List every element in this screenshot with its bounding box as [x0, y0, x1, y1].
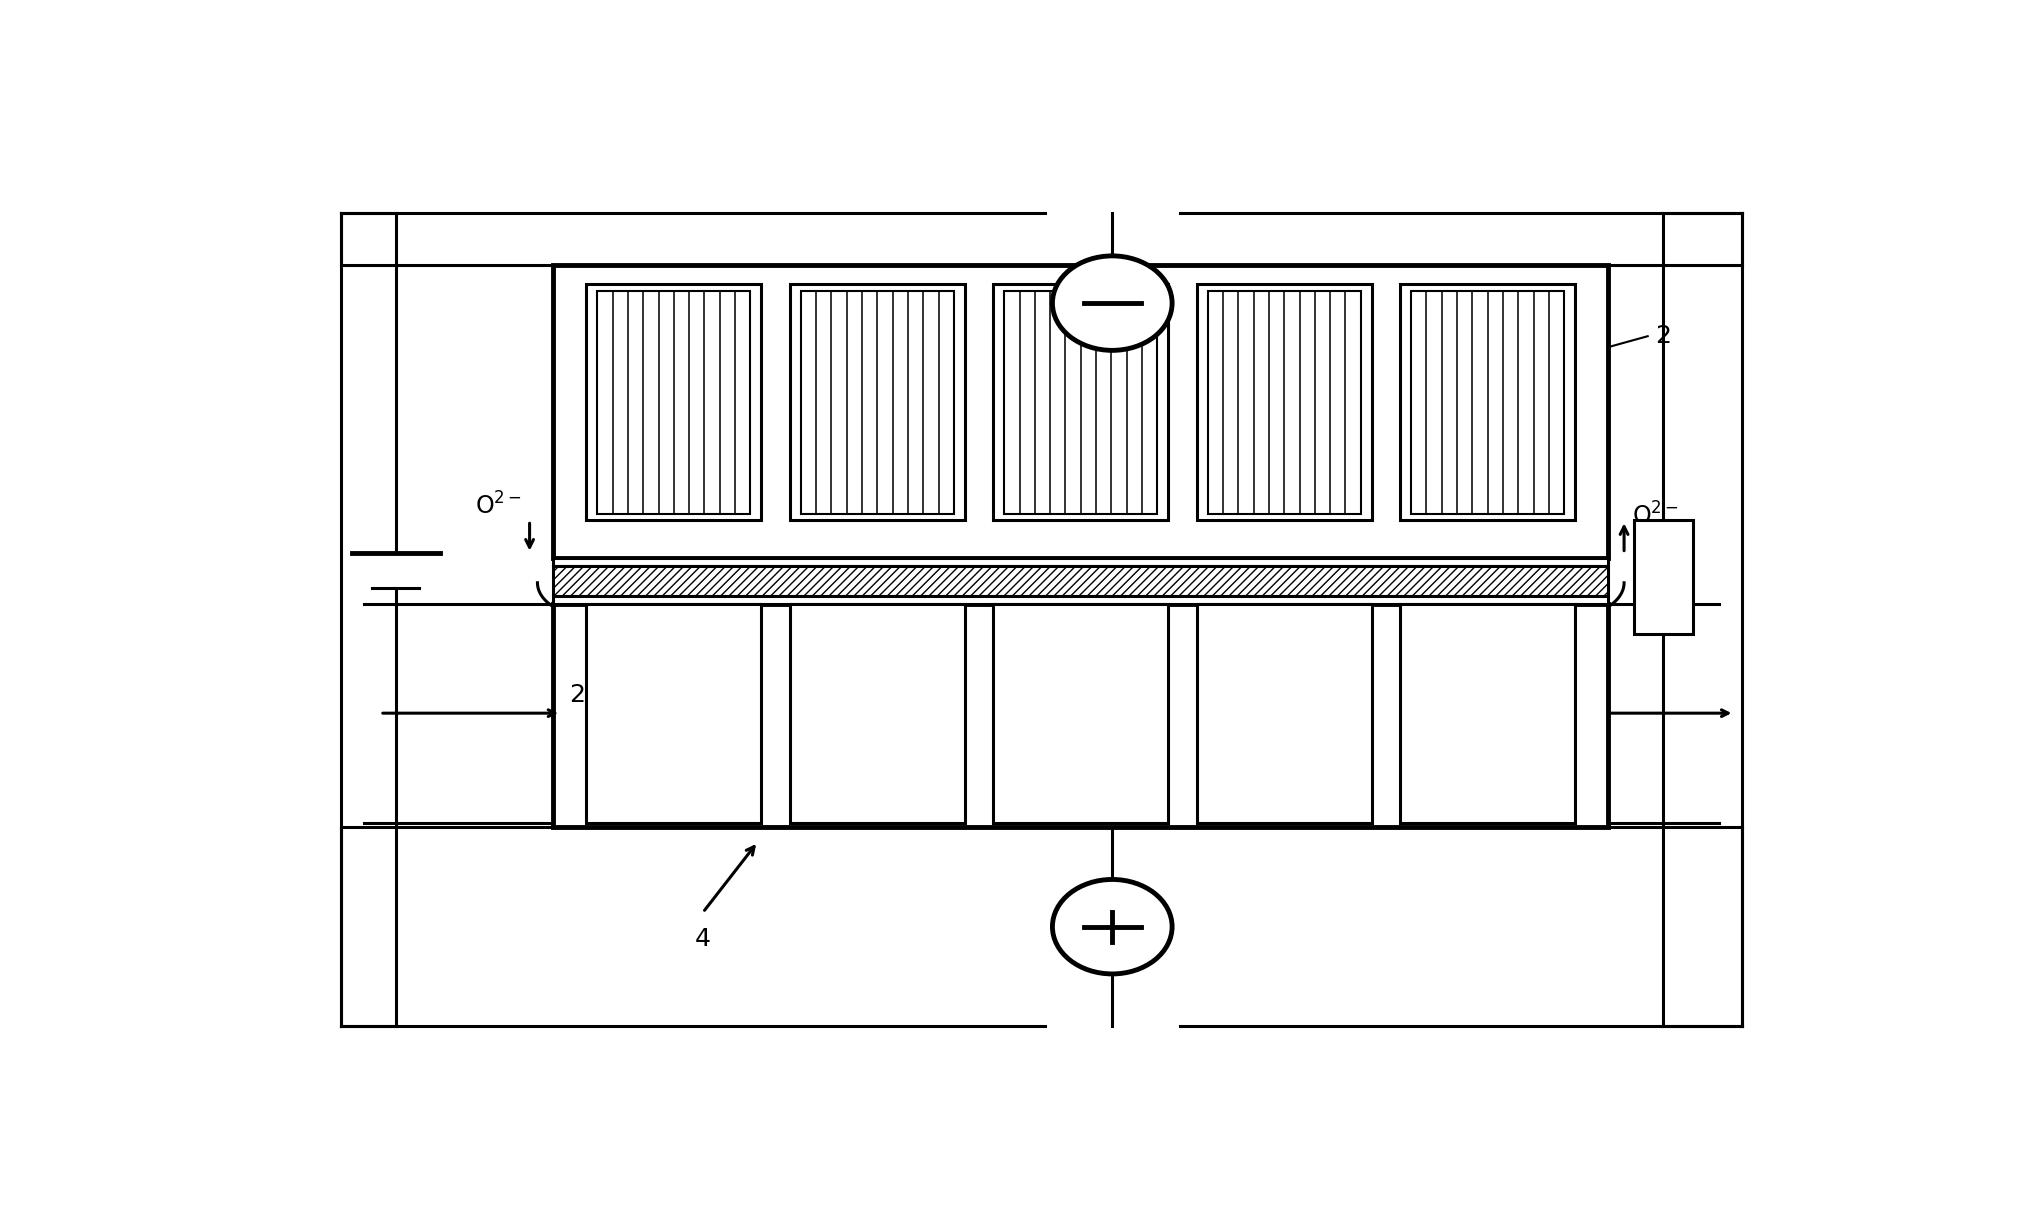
- Bar: [553, 596, 1607, 604]
- Ellipse shape: [1053, 256, 1172, 351]
- Bar: [1400, 285, 1575, 520]
- Bar: [587, 604, 762, 823]
- Bar: [1634, 520, 1693, 634]
- Bar: [1207, 291, 1361, 514]
- Text: 22: 22: [569, 683, 601, 707]
- Bar: [1004, 291, 1158, 514]
- Text: 24: 24: [868, 312, 900, 336]
- Text: O$^{2-}$: O$^{2-}$: [475, 493, 522, 520]
- Bar: [790, 604, 965, 823]
- Bar: [553, 558, 1607, 566]
- Bar: [790, 285, 965, 520]
- Bar: [597, 291, 750, 514]
- Ellipse shape: [1053, 880, 1172, 974]
- Text: O$^{2-}$: O$^{2-}$: [1632, 502, 1678, 529]
- Bar: [553, 604, 1607, 827]
- Bar: [1410, 291, 1565, 514]
- Text: 21: 21: [876, 658, 908, 681]
- Bar: [587, 285, 762, 520]
- Bar: [801, 291, 953, 514]
- Bar: [994, 285, 1168, 520]
- Bar: [553, 265, 1607, 558]
- Text: 23: 23: [569, 556, 601, 579]
- Bar: [1197, 285, 1372, 520]
- Bar: [1197, 604, 1372, 823]
- Bar: [553, 566, 1607, 596]
- Text: 4: 4: [695, 926, 711, 951]
- Bar: [1400, 604, 1575, 823]
- Bar: [994, 604, 1168, 823]
- Text: 2: 2: [1656, 324, 1672, 348]
